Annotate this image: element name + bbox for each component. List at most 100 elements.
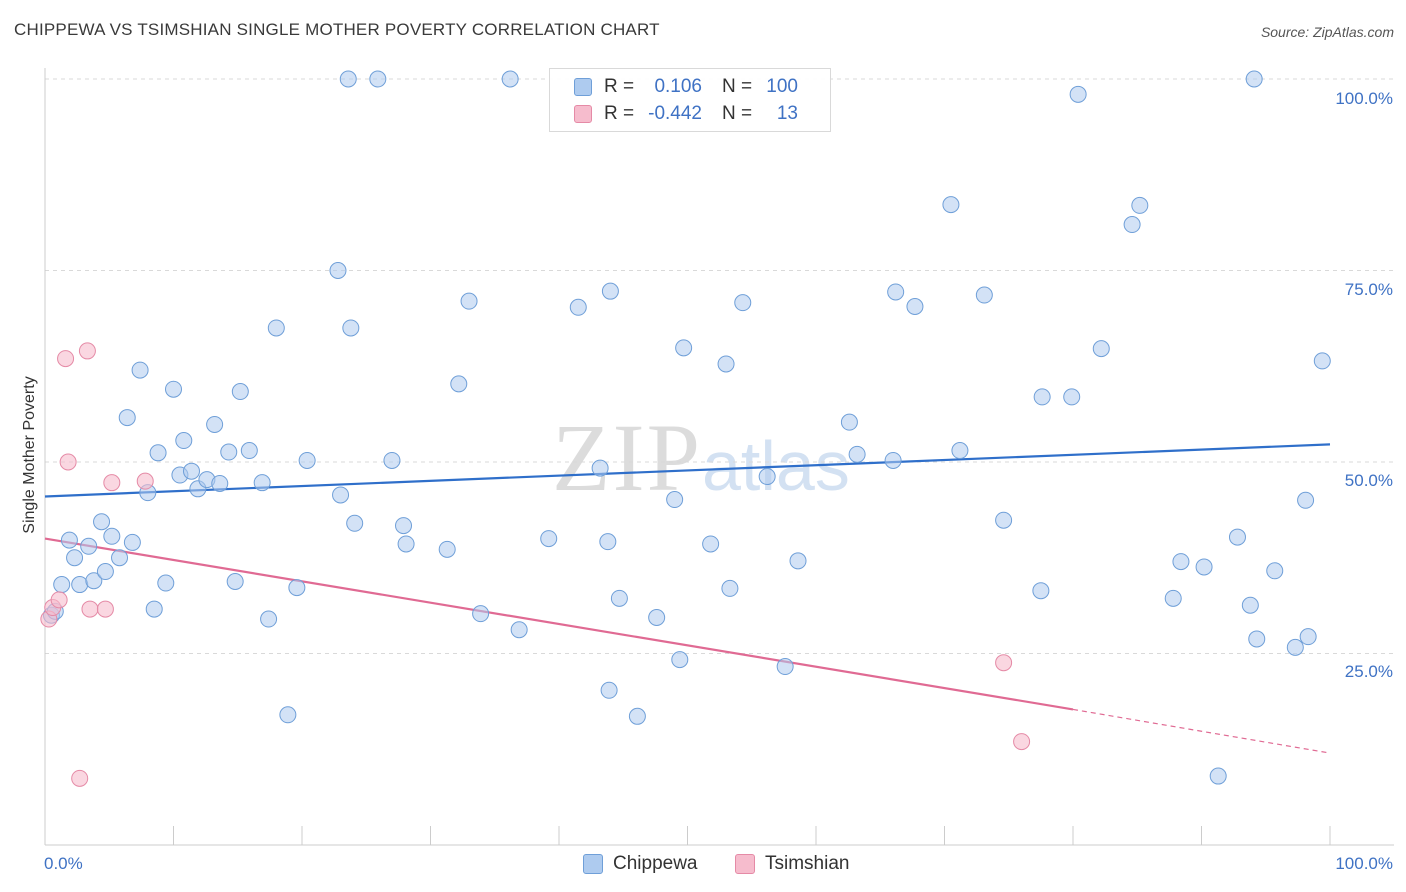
legend-item-chippewa: Chippewa: [583, 851, 698, 877]
chippewa-point: [93, 513, 111, 531]
n-value: 100: [766, 76, 798, 97]
tsimshian-point: [96, 600, 114, 618]
chippewa-point: [776, 658, 794, 676]
chippewa-point: [206, 415, 224, 433]
chippewa-point: [1266, 562, 1284, 580]
n-value: 13: [776, 103, 798, 124]
tsimshian-point: [103, 474, 121, 492]
chippewa-point: [671, 651, 689, 669]
chippewa-point: [329, 262, 347, 279]
chippewa-point: [1032, 582, 1050, 600]
chippewa-point: [96, 563, 114, 581]
chippewa-point: [220, 443, 238, 461]
chippewa-point: [279, 706, 297, 724]
chippewa-point: [111, 549, 129, 567]
chippewa-point: [848, 445, 866, 463]
n-label: N =: [722, 103, 753, 124]
chippewa-point: [118, 409, 136, 427]
legend-row-tsimshian: R = -0.442 N = 13: [574, 102, 798, 126]
chippewa-point: [510, 621, 528, 639]
trend-lines: [44, 443, 1331, 754]
tsimshian-point: [50, 591, 68, 609]
chippewa-point: [346, 514, 364, 532]
chippewa-point: [267, 319, 285, 337]
tsimshian-point: [71, 769, 89, 787]
tsimshian-label: Tsimshian: [765, 853, 850, 874]
chippewa-point: [1248, 630, 1266, 648]
chippewa-point: [395, 517, 413, 535]
chippewa-point: [369, 70, 387, 88]
chippewa-point: [450, 375, 468, 393]
chippewa-point: [1228, 528, 1246, 546]
chippewa-point: [260, 610, 278, 628]
chippewa-point: [1241, 596, 1259, 614]
chippewa-point: [1069, 85, 1087, 103]
n-label: N =: [722, 76, 753, 97]
chippewa-point: [226, 572, 244, 590]
chippewa-point: [1313, 352, 1331, 370]
chippewa-swatch: [583, 854, 603, 874]
chippewa-point: [1297, 491, 1315, 509]
chippewa-point: [1123, 216, 1141, 234]
chippewa-point: [231, 383, 249, 401]
chippewa-point: [60, 531, 78, 549]
chippewa-point: [53, 576, 71, 594]
chippewa-point: [600, 681, 618, 699]
chippewa-point: [942, 196, 960, 214]
source-label: Source: ZipAtlas.com: [1260, 24, 1394, 40]
chippewa-point: [123, 533, 141, 551]
chippewa-point: [145, 600, 163, 618]
tsimshian-point: [1013, 733, 1031, 751]
r-value: -0.442: [648, 103, 702, 124]
chippewa-point: [1172, 553, 1190, 571]
r-label: R =: [604, 103, 635, 124]
chippewa-point: [975, 286, 993, 304]
chippewa-point: [460, 292, 478, 310]
chippewa-point: [540, 530, 558, 548]
chippewa-point: [1245, 70, 1263, 88]
tsimshian-point: [81, 600, 99, 618]
chippewa-point: [758, 468, 776, 486]
chippewa-point: [131, 361, 149, 379]
r-label: R =: [604, 76, 635, 97]
chippewa-point: [157, 574, 175, 592]
x-tick-label: 100.0%: [1335, 854, 1393, 873]
chippewa-label: Chippewa: [613, 853, 698, 874]
chippewa-point: [951, 442, 969, 460]
chippewa-point: [182, 462, 200, 480]
tsimshian-point: [78, 342, 96, 360]
chippewa-point: [1092, 340, 1110, 358]
tsimshian-trend-line: [44, 537, 1074, 711]
chippewa-point: [501, 70, 519, 88]
chippewa-point: [666, 491, 684, 509]
chippewa-point: [628, 707, 646, 725]
chippewa-point: [610, 589, 628, 607]
tsimshian-point: [995, 654, 1013, 672]
chippewa-point: [675, 339, 693, 357]
legend-row-chippewa: R = 0.106 N = 100: [574, 75, 798, 99]
chippewa-swatch: [574, 78, 592, 96]
chippewa-point: [85, 572, 103, 590]
chippewa-point: [288, 579, 306, 597]
chippewa-point: [599, 533, 617, 551]
chippewa-point: [149, 444, 167, 462]
chippewa-point: [66, 549, 84, 567]
chippewa-point: [253, 474, 271, 492]
legend-item-tsimshian: Tsimshian: [735, 851, 849, 877]
chippewa-point: [1209, 767, 1227, 785]
chippewa-point: [211, 474, 229, 492]
chippewa-point: [339, 70, 357, 88]
chippewa-point: [569, 298, 587, 316]
y-axis-title: Single Mother Poverty: [21, 376, 38, 533]
chippewa-point: [1033, 388, 1051, 406]
chippewa-point: [717, 355, 735, 373]
chippewa-trend-line: [44, 443, 1331, 498]
chippewa-point: [71, 576, 89, 594]
tsimshian-point: [59, 453, 77, 471]
chippewa-point: [332, 486, 350, 504]
chippewa-point: [906, 298, 924, 316]
y-tick-label: 100.0%: [1335, 89, 1393, 108]
tick-labels: 25.0% 50.0% 75.0% 100.0% 0.0% 100.0%: [44, 89, 1393, 873]
chippewa-point: [1299, 628, 1317, 646]
